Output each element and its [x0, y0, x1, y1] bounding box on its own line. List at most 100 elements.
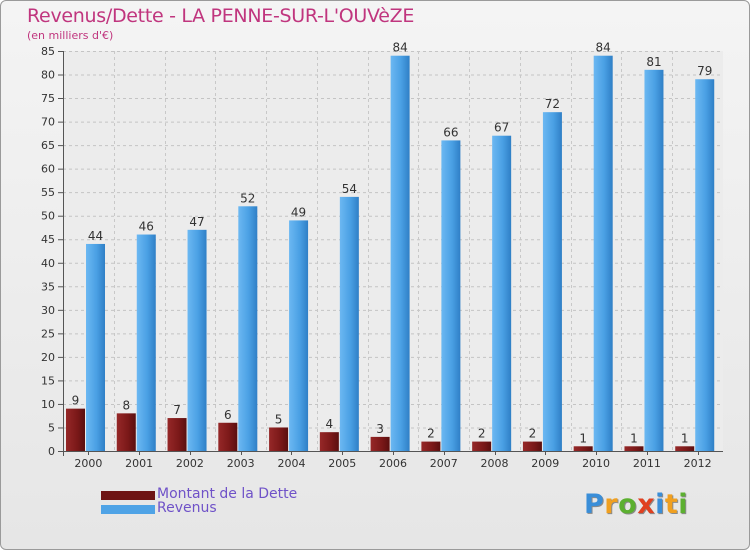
legend-swatch-debt: [101, 491, 155, 500]
x-tick-label-2001: 2001: [125, 457, 153, 470]
bar-revenus-2003: [238, 206, 258, 451]
data-label-revenus-2003: 52: [240, 191, 255, 205]
bar-revenus-2011: [644, 69, 664, 451]
y-tick-label-20: 20: [41, 351, 55, 364]
bar-debt-2003: [218, 422, 238, 451]
x-tick-label-2008: 2008: [481, 457, 509, 470]
bar-revenus-2005: [339, 196, 359, 451]
bar-debt-2012: [675, 446, 695, 451]
y-tick-label-30: 30: [41, 304, 55, 317]
x-tick-label-2000: 2000: [74, 457, 102, 470]
data-label-debt-2001: 8: [122, 398, 130, 412]
bar-revenus-2001: [136, 234, 156, 451]
data-label-revenus-2010: 84: [596, 41, 611, 55]
logo-letter: o: [618, 489, 638, 520]
y-tick-label-35: 35: [41, 280, 55, 293]
y-tick-label-55: 55: [41, 186, 55, 199]
chart-subtitle: (en milliers d'€): [27, 29, 114, 42]
data-label-revenus-2001: 46: [139, 220, 154, 234]
bar-debt-2000: [66, 408, 85, 451]
y-tick-label-0: 0: [48, 445, 55, 458]
data-label-revenus-2002: 47: [189, 215, 204, 229]
x-tick-label-2003: 2003: [227, 457, 255, 470]
logo-letter: P: [584, 489, 605, 520]
data-label-revenus-2004: 49: [291, 205, 306, 219]
bar-debt-2002: [167, 418, 187, 451]
y-tick-label-50: 50: [41, 210, 55, 223]
x-tick-label-2004: 2004: [277, 457, 305, 470]
logo-letter: i: [678, 489, 689, 520]
x-tick-label-2009: 2009: [531, 457, 559, 470]
x-tick-label-2005: 2005: [328, 457, 356, 470]
y-tick-label-75: 75: [41, 92, 55, 105]
bar-debt-2006: [370, 436, 390, 451]
x-tick-label-2010: 2010: [582, 457, 610, 470]
logo-letter: i: [655, 489, 665, 520]
x-tick-label-2007: 2007: [430, 457, 458, 470]
proxiti-logo: Proxiti: [584, 489, 688, 520]
bar-debt-2009: [522, 441, 542, 451]
y-tick-label-5: 5: [48, 421, 55, 434]
data-label-revenus-2012: 79: [697, 64, 712, 78]
logo-letter: r: [604, 489, 619, 520]
y-tick-label-15: 15: [41, 374, 55, 387]
bar-debt-2001: [116, 413, 136, 451]
y-tick-label-70: 70: [41, 116, 55, 129]
bar-revenus-2008: [492, 135, 512, 452]
bar-revenus-2010: [593, 55, 613, 452]
data-label-revenus-2005: 54: [342, 182, 357, 196]
bar-debt-2005: [319, 432, 339, 451]
logo-letter: t: [664, 489, 679, 520]
bar-debt-2004: [269, 427, 289, 451]
axis-layer: 0 5 10 15 20 25 30 35 40 45 50 55 60 65 70 75 80 85 2000 20…: [41, 45, 723, 470]
bar-revenus-2002: [187, 229, 207, 451]
logo-letter: x: [637, 489, 656, 520]
bar-debt-2010: [573, 446, 593, 451]
x-tick-label-2006: 2006: [379, 457, 407, 470]
bar-revenus-2006: [390, 55, 410, 452]
bar-revenus-2007: [441, 140, 461, 452]
y-tick-label-85: 85: [41, 45, 55, 58]
bar-debt-2008: [472, 441, 492, 451]
data-label-debt-2007: 2: [427, 427, 435, 441]
legend-label-revenus: Revenus: [157, 500, 217, 516]
y-tick-label-10: 10: [41, 398, 55, 411]
legend-swatch-revenus: [101, 505, 155, 514]
data-label-debt-2005: 4: [326, 417, 334, 431]
y-tick-label-65: 65: [41, 139, 55, 152]
bar-layer: [66, 55, 715, 452]
data-label-debt-2008: 2: [478, 427, 486, 441]
data-label-debt-2003: 6: [224, 408, 232, 422]
data-label-debt-2012: 1: [681, 431, 689, 445]
data-label-revenus-2007: 66: [443, 125, 458, 139]
x-tick-label-2002: 2002: [176, 457, 204, 470]
data-label-revenus-2008: 67: [494, 121, 509, 135]
data-label-revenus-2009: 72: [545, 97, 560, 111]
data-label-debt-2002: 7: [173, 403, 181, 417]
bar-revenus-2012: [695, 79, 715, 451]
bar-debt-2007: [421, 441, 441, 451]
data-label-debt-2006: 3: [376, 422, 384, 436]
x-tick-label-2011: 2011: [633, 457, 661, 470]
data-label-revenus-2000: 44: [88, 229, 103, 243]
data-label-debt-2009: 2: [529, 427, 537, 441]
data-label-debt-2010: 1: [579, 431, 587, 445]
y-tick-label-80: 80: [41, 69, 55, 82]
bar-revenus-2000: [86, 243, 105, 451]
data-label-revenus-2006: 84: [392, 41, 407, 55]
bar-revenus-2004: [289, 220, 309, 451]
bar-revenus-2009: [542, 112, 562, 452]
data-label-debt-2000: 9: [72, 394, 80, 408]
data-label-revenus-2011: 81: [646, 55, 661, 69]
y-tick-label-60: 60: [41, 163, 55, 176]
legend-label-debt: Montant de la Dette: [157, 486, 298, 502]
bar-debt-2011: [624, 446, 644, 451]
y-tick-label-45: 45: [41, 233, 55, 246]
y-tick-label-40: 40: [41, 257, 55, 270]
chart-title: Revenus/Dette - LA PENNE-SUR-L'OUVèZE: [27, 5, 415, 27]
y-tick-label-25: 25: [41, 327, 55, 340]
x-tick-label-2012: 2012: [684, 457, 712, 470]
data-label-debt-2011: 1: [630, 431, 638, 445]
